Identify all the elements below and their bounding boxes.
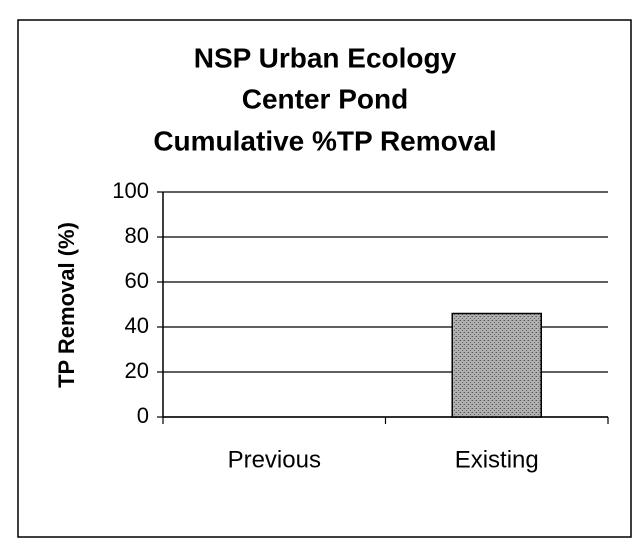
chart-title: Cumulative %TP Removal [153,125,496,156]
y-tick-label: 100 [112,178,149,203]
bar [451,312,542,418]
x-tick-label: Existing [455,446,539,473]
y-tick-label: 40 [125,313,149,338]
chart-title: NSP Urban Ecology [194,42,457,73]
y-axis-title: TP Removal (%) [54,222,79,388]
chart-title: Center Pond [242,83,408,114]
y-tick-label: 60 [125,268,149,293]
x-tick-label: Previous [228,446,321,473]
chart-frame [17,19,632,538]
y-tick-label: 20 [125,358,149,383]
y-tick-label: 80 [125,223,149,248]
y-tick-label: 0 [137,403,149,428]
